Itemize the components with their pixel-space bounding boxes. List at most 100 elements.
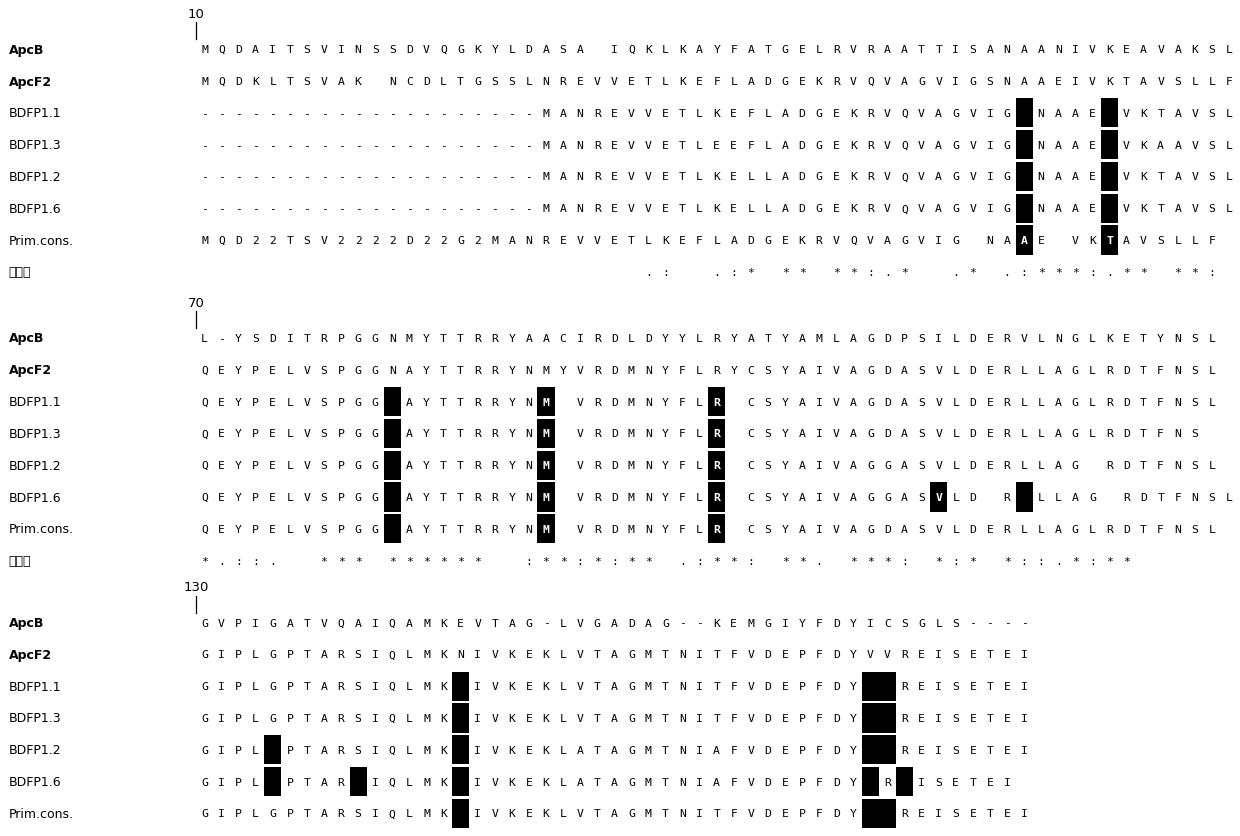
Text: K: K <box>508 713 516 723</box>
Text: P: P <box>799 808 806 818</box>
Text: Q: Q <box>218 77 224 87</box>
Text: D: D <box>833 745 839 755</box>
Text: 2: 2 <box>269 236 277 246</box>
Text: R: R <box>337 713 345 723</box>
Text: E: E <box>1123 334 1130 344</box>
Text: Y: Y <box>781 524 789 534</box>
Text: D: D <box>269 334 277 344</box>
Text: L: L <box>1225 109 1233 119</box>
Text: K: K <box>1192 45 1198 55</box>
Text: *: * <box>1192 268 1198 278</box>
Text: T: T <box>440 524 446 534</box>
Text: -: - <box>321 204 327 214</box>
Text: BDFP1.6: BDFP1.6 <box>9 202 61 216</box>
Text: A: A <box>405 461 413 471</box>
Text: E: E <box>799 45 806 55</box>
Text: G: G <box>201 618 208 628</box>
Text: V: V <box>577 713 584 723</box>
Text: A: A <box>935 109 942 119</box>
Text: -: - <box>286 109 294 119</box>
Text: .: . <box>1003 268 1011 278</box>
Text: I: I <box>218 808 224 818</box>
Text: Y: Y <box>849 681 857 691</box>
Text: F: F <box>1157 429 1164 439</box>
Text: :: : <box>1089 268 1096 278</box>
Text: K: K <box>440 681 446 691</box>
Text: A: A <box>713 745 720 755</box>
Text: G: G <box>201 808 208 818</box>
Text: -: - <box>458 140 464 150</box>
Text: C: C <box>559 334 567 344</box>
Text: E: E <box>918 650 925 660</box>
Text: R: R <box>901 681 908 691</box>
Bar <box>708 388 725 416</box>
Bar <box>1101 195 1118 223</box>
Text: G: G <box>867 492 874 502</box>
Text: Y: Y <box>781 334 789 344</box>
Text: ApcB: ApcB <box>9 616 45 630</box>
Text: *: * <box>1123 268 1130 278</box>
Text: 2: 2 <box>423 236 430 246</box>
Text: L: L <box>765 109 771 119</box>
Text: E: E <box>833 172 839 182</box>
Text: I: I <box>372 777 378 787</box>
Bar <box>862 704 879 732</box>
Text: R: R <box>901 808 908 818</box>
Text: R: R <box>337 777 345 787</box>
Text: N: N <box>526 365 532 375</box>
Text: V: V <box>304 492 310 502</box>
Text: K: K <box>1140 172 1147 182</box>
Text: T: T <box>662 777 668 787</box>
Text: L: L <box>765 204 771 214</box>
Text: T: T <box>987 713 993 723</box>
Text: Q: Q <box>389 745 396 755</box>
Text: N: N <box>1174 461 1182 471</box>
Text: -: - <box>1021 618 1028 628</box>
Text: G: G <box>372 429 378 439</box>
Text: Y: Y <box>1157 334 1164 344</box>
Text: G: G <box>781 45 789 55</box>
Text: L: L <box>286 365 294 375</box>
Text: V: V <box>884 140 890 150</box>
Text: P: P <box>799 650 806 660</box>
Text: A: A <box>355 618 362 628</box>
Text: S: S <box>355 681 362 691</box>
Text: BDFP1.1: BDFP1.1 <box>9 680 61 693</box>
Text: *: * <box>355 556 362 566</box>
Text: A: A <box>286 618 294 628</box>
Text: D: D <box>833 713 839 723</box>
Text: V: V <box>849 77 857 87</box>
Text: A: A <box>1140 45 1147 55</box>
Text: V: V <box>1089 77 1096 87</box>
Text: BDFP1.1: BDFP1.1 <box>9 395 61 409</box>
Text: -: - <box>423 172 430 182</box>
Text: L: L <box>816 45 822 55</box>
Text: M: M <box>627 461 635 471</box>
Text: V: V <box>577 524 584 534</box>
Text: Y: Y <box>799 618 806 628</box>
Text: :: : <box>1038 556 1044 566</box>
Text: ApcF2: ApcF2 <box>9 75 52 89</box>
Text: L: L <box>405 681 413 691</box>
Text: -: - <box>970 618 976 628</box>
Text: A: A <box>799 492 806 502</box>
Text: V: V <box>491 808 498 818</box>
Text: G: G <box>952 172 960 182</box>
Text: A: A <box>577 745 584 755</box>
Text: N: N <box>645 397 652 407</box>
Text: T: T <box>458 77 464 87</box>
Text: M: M <box>645 713 652 723</box>
Text: G: G <box>355 365 362 375</box>
Text: V: V <box>474 618 481 628</box>
Text: V: V <box>594 236 600 246</box>
Bar <box>383 451 401 480</box>
Text: T: T <box>304 618 310 628</box>
Text: T: T <box>594 808 600 818</box>
Text: E: E <box>611 140 618 150</box>
Text: R: R <box>474 397 481 407</box>
Text: M: M <box>816 334 822 344</box>
Text: T: T <box>662 713 668 723</box>
Text: G: G <box>884 492 890 502</box>
Text: P: P <box>252 492 259 502</box>
Text: T: T <box>304 713 310 723</box>
